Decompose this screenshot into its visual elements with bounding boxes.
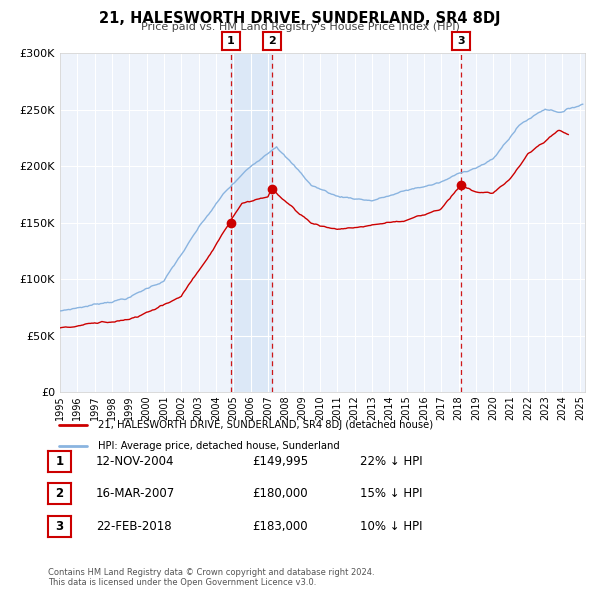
Text: £183,000: £183,000	[252, 520, 308, 533]
Text: 15% ↓ HPI: 15% ↓ HPI	[360, 487, 422, 500]
Text: 10% ↓ HPI: 10% ↓ HPI	[360, 520, 422, 533]
Text: £149,995: £149,995	[252, 455, 308, 468]
Text: Contains HM Land Registry data © Crown copyright and database right 2024.
This d: Contains HM Land Registry data © Crown c…	[48, 568, 374, 587]
Text: 21, HALESWORTH DRIVE, SUNDERLAND, SR4 8DJ (detached house): 21, HALESWORTH DRIVE, SUNDERLAND, SR4 8D…	[98, 420, 433, 430]
Text: 16-MAR-2007: 16-MAR-2007	[96, 487, 175, 500]
Text: 22% ↓ HPI: 22% ↓ HPI	[360, 455, 422, 468]
Text: 1: 1	[227, 37, 235, 46]
Text: 21, HALESWORTH DRIVE, SUNDERLAND, SR4 8DJ: 21, HALESWORTH DRIVE, SUNDERLAND, SR4 8D…	[99, 11, 501, 25]
Text: 12-NOV-2004: 12-NOV-2004	[96, 455, 175, 468]
Text: 3: 3	[55, 520, 64, 533]
Text: HPI: Average price, detached house, Sunderland: HPI: Average price, detached house, Sund…	[98, 441, 340, 451]
Text: 2: 2	[268, 37, 275, 46]
Text: £180,000: £180,000	[252, 487, 308, 500]
Text: 2: 2	[55, 487, 64, 500]
Text: 1: 1	[55, 455, 64, 468]
Text: Price paid vs. HM Land Registry's House Price Index (HPI): Price paid vs. HM Land Registry's House …	[140, 22, 460, 32]
Text: 22-FEB-2018: 22-FEB-2018	[96, 520, 172, 533]
Bar	[231, 53, 272, 392]
Text: 3: 3	[457, 37, 464, 46]
